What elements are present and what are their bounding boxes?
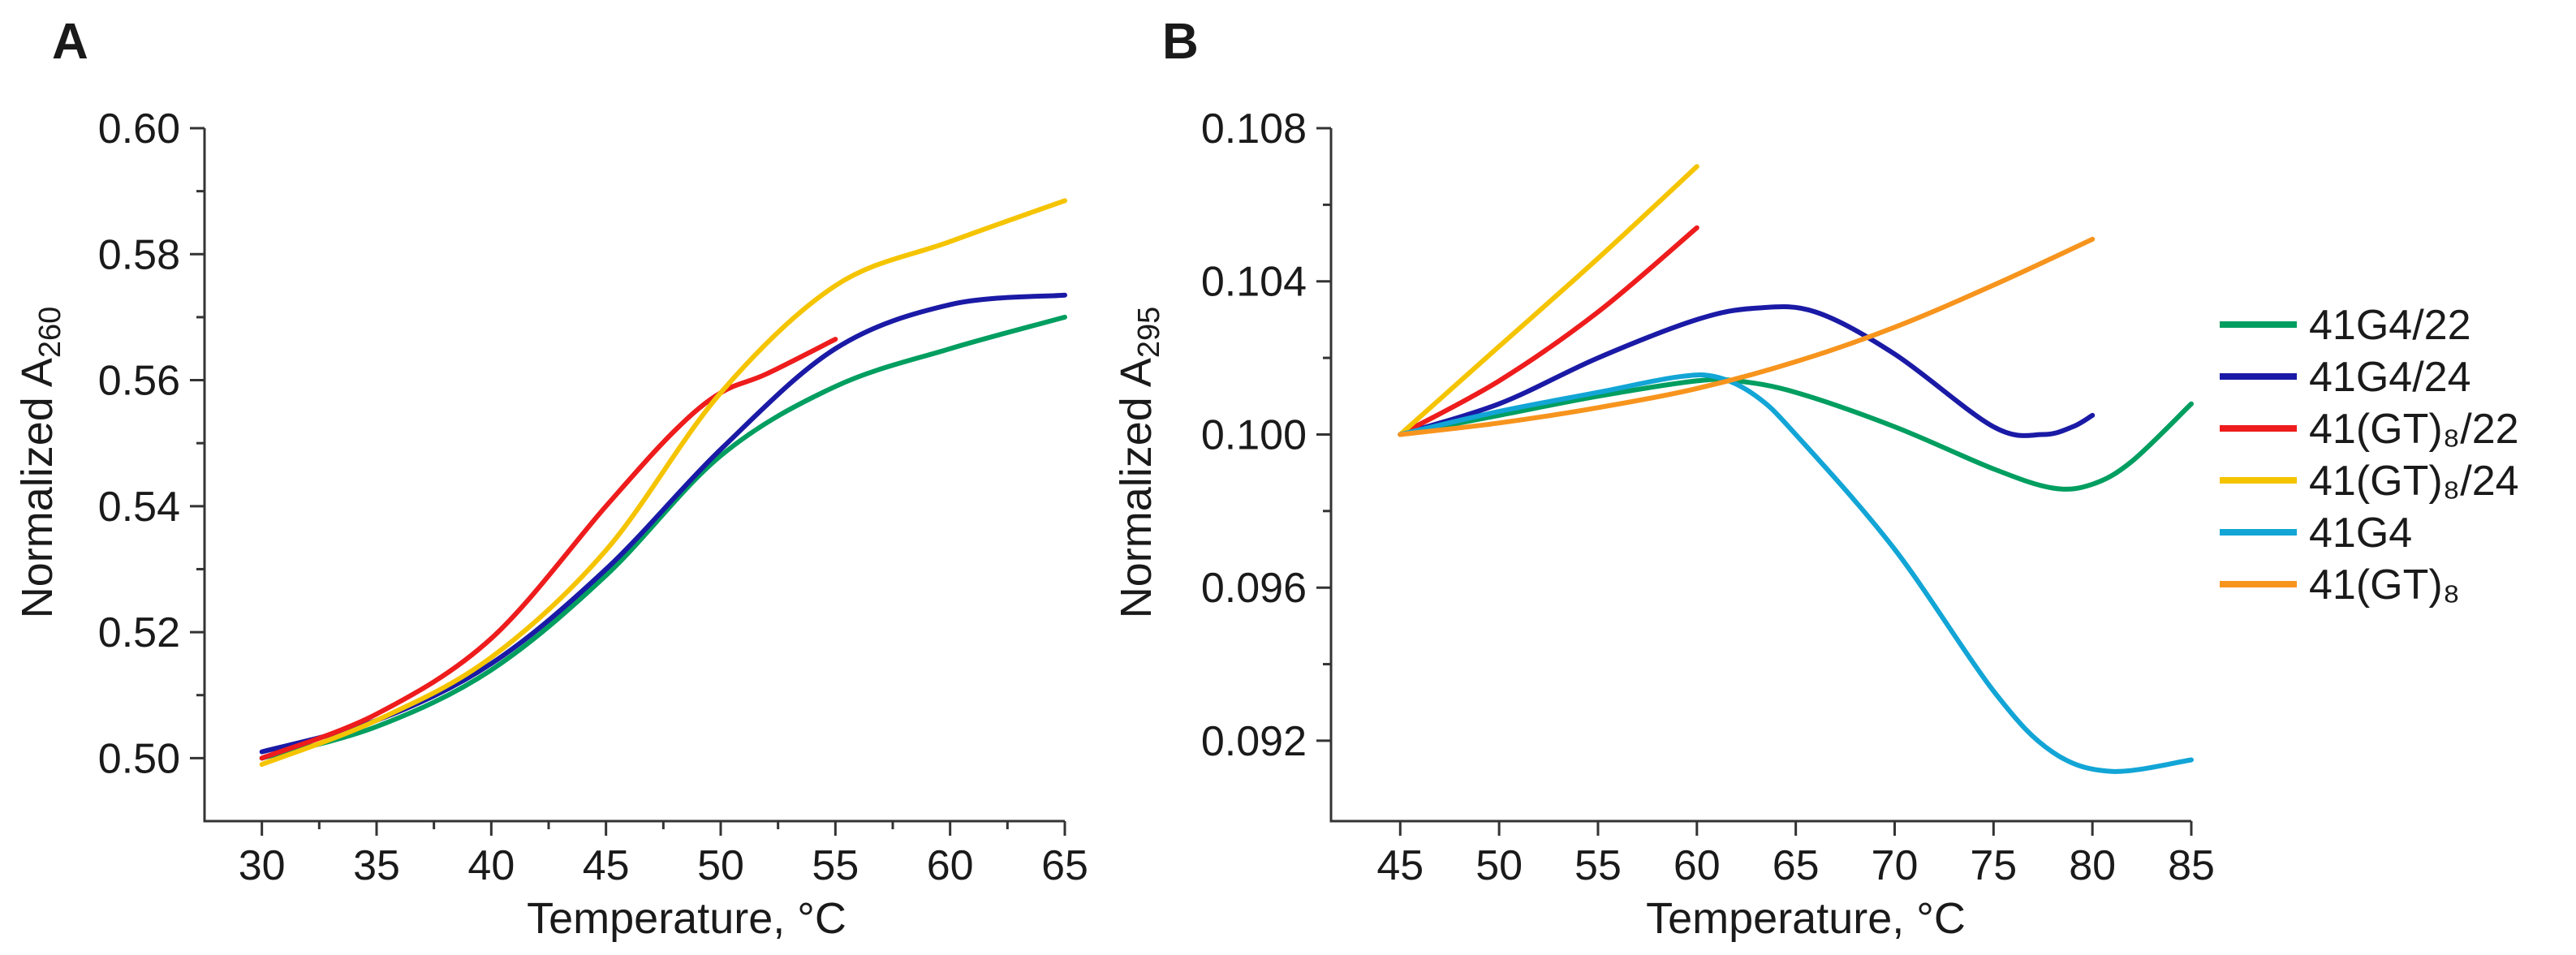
y-tick-label: 0.096	[1201, 565, 1307, 612]
y-tick-label: 0.100	[1201, 411, 1307, 458]
series-line-41-gt-8	[1398, 236, 2096, 437]
y-axis-title-a-main: Normalized A	[13, 358, 62, 618]
legend-label: 41(GT)₈/22	[2309, 406, 2519, 453]
y-axis-title-a-sub: 260	[33, 307, 67, 358]
y-tick-label: 0.50	[98, 735, 180, 782]
series-line-41g4	[1398, 372, 2194, 774]
x-tick-label: 60	[927, 842, 974, 889]
y-tick-label: 0.60	[98, 105, 180, 153]
panel-b: B 45 50 55 60 65 70 75 80 85 0.092 0.096 0.100 0.10…	[1112, 14, 2215, 943]
x-tick-label: 45	[583, 842, 630, 889]
x-ticks-a: 30 35 40 45 50 55 60 65	[239, 821, 1088, 889]
legend-label: 41G4/24	[2309, 354, 2471, 401]
x-tick-label: 80	[2069, 842, 2116, 889]
legend-label: 41(GT)₈	[2309, 561, 2460, 609]
series-line-41-gt-8-22	[259, 337, 838, 761]
panel-label-b: B	[1162, 14, 1199, 70]
x-tick-label: 50	[697, 842, 744, 889]
x-tick-label: 65	[1041, 842, 1088, 889]
series-group-b	[1398, 164, 2194, 774]
series-line-41g4-24	[259, 292, 1067, 755]
legend-label: 41(GT)₈/24	[2309, 458, 2519, 505]
series-line-41-gt-8-24	[1398, 164, 1699, 437]
y-tick-label: 0.108	[1201, 105, 1307, 153]
y-tick-label: 0.58	[98, 231, 180, 278]
y-axis-title-a: Normalized A260	[13, 307, 67, 619]
x-tick-label: 35	[353, 842, 400, 889]
x-tick-label: 65	[1773, 842, 1820, 889]
series-line-41-gt-8-22	[1398, 225, 1699, 437]
x-tick-label: 60	[1674, 842, 1721, 889]
y-axis-title-b-main: Normalized A	[1112, 358, 1161, 618]
x-tick-label: 70	[1872, 842, 1919, 889]
y-ticks-a: 0.50 0.52 0.54 0.56 0.58 0.60	[98, 105, 205, 782]
series-group-a	[259, 198, 1067, 768]
y-ticks-b: 0.092 0.096 0.100 0.104 0.108	[1201, 105, 1331, 765]
x-tick-label: 40	[467, 842, 515, 889]
y-axis-title-b-sub: 295	[1132, 307, 1166, 358]
x-tick-label: 30	[239, 842, 286, 889]
axes-b: 45 50 55 60 65 70 75 80 85 0.0920.0960.1000.1040…	[1201, 105, 2215, 889]
panel-a: A 30 35 40 45 50 55 60 65 0.500.520.540.560.580…	[13, 14, 1088, 943]
y-tick-label: 0.54	[98, 484, 180, 531]
series-line-41g4-24	[1398, 303, 2096, 438]
y-tick-label: 0.56	[98, 358, 180, 405]
x-tick-label: 50	[1475, 842, 1523, 889]
legend-label: 41G4/22	[2309, 302, 2471, 349]
x-tick-label: 55	[1574, 842, 1622, 889]
legend: 41G4/22 41G4/24 41(GT)₈/22 41(GT)₈/24 41G441…	[2220, 302, 2519, 609]
axes-a: 30 35 40 45 50 55 60 65 0.50 0.52 0.54 0.56 0.58 0.6…	[98, 105, 1088, 889]
x-tick-label: 55	[812, 842, 859, 889]
axis-frame-b	[1329, 128, 2191, 823]
panel-label-a: A	[52, 14, 88, 70]
y-tick-label: 0.104	[1201, 259, 1307, 306]
x-axis-title-b: Temperature, °C	[1646, 894, 1966, 943]
legend-label: 41G4	[2309, 510, 2412, 557]
series-line-41g4-22	[1398, 376, 2194, 492]
x-tick-label: 75	[1970, 842, 2017, 889]
y-tick-label: 0.092	[1201, 718, 1307, 765]
y-axis-title-b: Normalized A295	[1112, 307, 1166, 619]
x-ticks-b: 45 50 55 60 65 70 75 80 85	[1376, 821, 2215, 889]
x-tick-label: 85	[2168, 842, 2215, 889]
y-tick-label: 0.52	[98, 609, 180, 656]
series-line-41-gt-8-24	[259, 198, 1067, 768]
x-axis-title-a: Temperature, °C	[527, 894, 846, 943]
x-tick-label: 45	[1376, 842, 1424, 889]
series-line-41g4-22	[259, 314, 1067, 761]
